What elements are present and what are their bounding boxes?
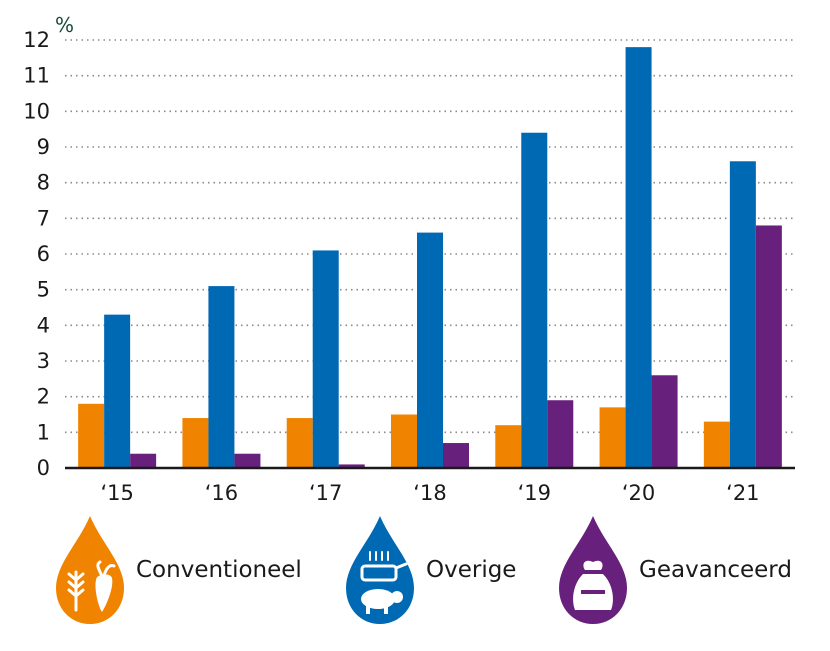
bar-overige [521, 132, 548, 468]
bar-conventioneel [703, 421, 730, 468]
y-tick-label: 11 [23, 64, 50, 88]
y-tick-label: 2 [37, 385, 50, 409]
y-tick-label: 12 [23, 28, 50, 52]
legend-label-geavanceerd: Geavanceerd [639, 557, 792, 583]
legend-item-conventioneel: Conventioneel [52, 510, 302, 630]
bar-overige [208, 286, 235, 468]
bar-overige [417, 232, 443, 468]
gridlines [65, 39, 795, 434]
bars [78, 47, 782, 469]
legend-item-overige: Overige [342, 510, 516, 630]
bar-conventioneel [286, 418, 313, 468]
y-tick-label: 5 [37, 278, 50, 302]
y-unit-label: % [55, 13, 74, 37]
x-tick-label: ‘18 [413, 481, 446, 500]
x-tick-labels: ‘15 ‘16 ‘17 ‘18 ‘19 ‘20 ‘21 [100, 481, 759, 500]
x-tick-label: ‘20 [622, 481, 655, 500]
bar-geavanceerd [755, 225, 782, 468]
x-tick-label: ‘19 [518, 481, 551, 500]
bar-conventioneel [495, 425, 522, 468]
bar-geavanceerd [234, 453, 261, 468]
y-tick-label: 8 [37, 171, 50, 195]
bar-overige [625, 47, 652, 469]
bar-overige [729, 161, 756, 468]
pig-fryer-icon [346, 516, 414, 624]
bar-conventioneel [78, 403, 105, 468]
y-tick-label: 7 [37, 206, 50, 230]
bar-geavanceerd [130, 453, 157, 468]
x-tick-label: ‘15 [100, 481, 133, 500]
legend-label-overige: Overige [426, 557, 517, 583]
bar-geavanceerd [651, 375, 678, 468]
wheat-beet-icon [56, 516, 124, 624]
y-tick-label: 0 [37, 456, 50, 480]
y-tick-label: 6 [37, 242, 50, 266]
bar-geavanceerd [443, 443, 469, 468]
y-tick-label: 4 [37, 313, 50, 337]
bar-overige [104, 314, 131, 468]
legend-label-conventioneel: Conventioneel [136, 557, 302, 583]
waste-bag-icon [559, 516, 627, 624]
y-tick-label: 10 [23, 99, 50, 123]
bar-conventioneel [182, 418, 209, 468]
y-tick-label: 1 [37, 420, 50, 444]
x-tick-label: ‘21 [726, 481, 759, 500]
bar-geavanceerd [338, 464, 365, 468]
y-tick-label: 9 [37, 135, 50, 159]
y-tick-label: 3 [37, 349, 50, 373]
bar-conventioneel [391, 414, 417, 468]
bar-overige [312, 250, 339, 468]
legend-item-geavanceerd: Geavanceerd [555, 510, 792, 630]
bar-geavanceerd [547, 400, 574, 468]
x-tick-label: ‘16 [205, 481, 238, 500]
x-tick-label: ‘17 [309, 481, 342, 500]
bar-conventioneel [599, 407, 626, 468]
